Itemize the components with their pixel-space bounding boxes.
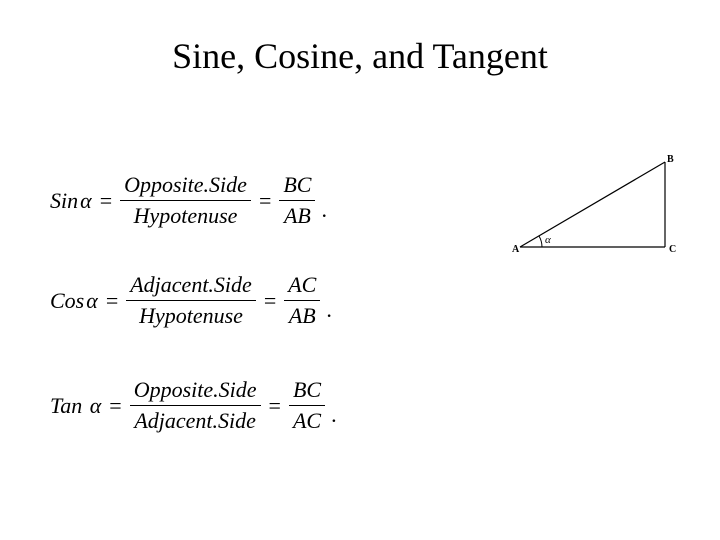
sin-frac2-den: AB (280, 201, 315, 229)
hypotenuse-AB (520, 162, 665, 247)
equals-sign: = (259, 188, 271, 214)
sin-fraction-2: BC AB (279, 172, 315, 229)
tan-frac1-den: Adjacent.Side (130, 406, 260, 434)
cos-frac2-den: AB (285, 301, 320, 329)
period: . (321, 197, 327, 223)
tan-fraction-1: Opposite.Side Adjacent.Side (130, 377, 261, 434)
period: . (326, 297, 332, 323)
equals-sign: = (264, 288, 276, 314)
cos-var: α (86, 288, 98, 314)
tan-frac1-num: Opposite.Side (130, 377, 261, 406)
cos-frac1-num: Adjacent.Side (126, 272, 256, 301)
vertex-label-A: A (512, 244, 520, 255)
sin-frac1-num: Opposite.Side (120, 172, 251, 201)
angle-label-alpha: α (545, 234, 551, 246)
sin-fraction-1: Opposite.Side Hypotenuse (120, 172, 251, 229)
page-title: Sine, Cosine, and Tangent (0, 0, 720, 77)
formula-sin: Sinα = Opposite.Side Hypotenuse = BC AB … (50, 172, 327, 229)
sin-func: Sin (50, 188, 78, 214)
vertex-label-B: B (667, 154, 674, 165)
triangle-diagram: A B C α (510, 152, 680, 272)
cos-fraction-2: AC AB (284, 272, 320, 329)
sin-var: α (80, 188, 92, 214)
vertex-label-C: C (669, 244, 676, 255)
sin-frac1-den: Hypotenuse (130, 201, 242, 229)
tan-frac2-num: BC (289, 377, 325, 406)
formula-cos: Cosα = Adjacent.Side Hypotenuse = AC AB … (50, 272, 332, 329)
tan-func: Tan (50, 393, 82, 419)
tan-var: α (90, 393, 102, 419)
cos-frac2-num: AC (284, 272, 320, 301)
angle-arc (539, 236, 542, 247)
triangle-svg: A B C α (510, 152, 680, 272)
equals-sign: = (106, 288, 118, 314)
equals-sign: = (100, 188, 112, 214)
period: . (331, 402, 337, 428)
cos-frac1-den: Hypotenuse (135, 301, 247, 329)
cos-fraction-1: Adjacent.Side Hypotenuse (126, 272, 256, 329)
tan-frac2-den: AC (289, 406, 325, 434)
formula-tan: Tan α = Opposite.Side Adjacent.Side = BC… (50, 377, 337, 434)
equals-sign: = (269, 393, 281, 419)
cos-func: Cos (50, 288, 84, 314)
tan-fraction-2: BC AC (289, 377, 325, 434)
equals-sign: = (109, 393, 121, 419)
sin-frac2-num: BC (279, 172, 315, 201)
content-area: Sinα = Opposite.Side Hypotenuse = BC AB … (0, 77, 720, 527)
